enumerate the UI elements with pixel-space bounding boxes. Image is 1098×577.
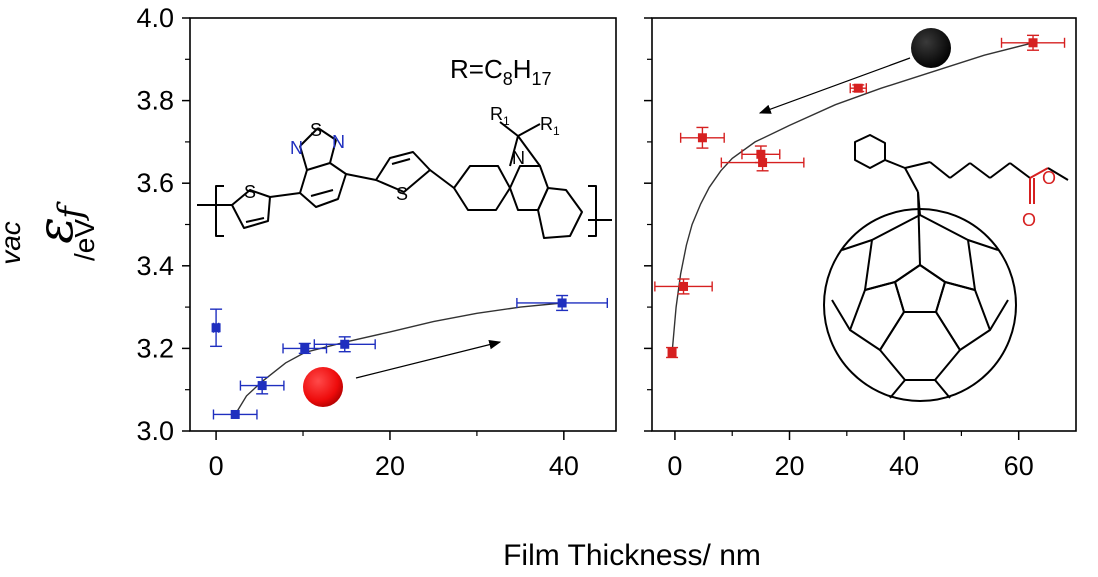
y-tick-label: 3.0 [136,416,174,446]
data-marker [557,298,567,308]
x-tick-label: 20 [774,451,804,481]
y-tick-label: 3.2 [136,333,174,363]
data-point [516,294,609,312]
right-axis-ticks: 0 20 40 60 [644,17,1034,481]
x-tick-label: 40 [549,451,579,481]
data-point [212,409,258,420]
fit-line [234,302,563,415]
x-tick-label: 40 [889,451,919,481]
polymer-atom-labels: S S N N S N R1 R1 [244,104,560,204]
polymer-side-chain-label: R=C8H17 [450,54,552,89]
data-marker [667,348,677,358]
data-point [654,278,713,295]
data-marker [257,381,267,391]
data-point [849,83,867,94]
polymer-structure [197,121,612,239]
data-point [239,376,285,395]
right-plot-frame [651,17,1077,432]
atom-s-1: S [244,182,256,202]
black-sphere-marker [911,28,951,68]
atom-o-2: O [1022,210,1036,230]
x-tick-label: 20 [375,451,405,481]
data-marker [853,83,863,93]
data-point [313,336,376,353]
data-marker [211,323,221,333]
y-tick-label: 3.6 [136,168,174,198]
right-arrow [758,57,911,114]
data-point [720,153,805,172]
data-marker [340,339,350,349]
y-axis-sup: vac [0,221,26,265]
data-point [210,308,223,348]
atom-s-2: S [310,120,322,140]
left-fit-curve [234,302,563,415]
data-marker [679,281,689,291]
y-tick-label: 3.8 [136,86,174,116]
right-data-points [654,34,1066,359]
atom-s-3: S [396,184,408,204]
atom-r1-1: R1 [490,104,510,128]
y-axis-title: εf vac /eV [0,201,100,265]
y-axis-sub: f [51,201,91,222]
x-tick-label: 60 [1004,451,1034,481]
data-marker [300,343,310,353]
y-axis-unit: /eV [69,219,100,261]
pcbm-atom-labels: O O [1022,168,1056,230]
right-fit-curve [671,42,1034,353]
data-marker [697,133,707,143]
x-axis-title: Film Thickness/ nm [503,539,761,572]
y-tick-label: 4.0 [136,3,174,33]
left-data-points [210,294,609,420]
data-marker [230,409,240,419]
x-tick-label: 0 [209,451,224,481]
data-marker [1028,38,1038,48]
data-point [679,126,725,149]
red-sphere-marker [303,367,343,407]
data-point [666,346,679,359]
left-arrow [355,339,502,379]
x-tick-label: 0 [667,451,682,481]
data-point [1000,34,1066,51]
atom-r1-2: R1 [540,114,560,138]
fit-line [671,42,1034,353]
y-axis-symbol: ε [26,217,84,244]
atom-n-3: N [512,148,525,168]
left-axis-ticks: 0 20 40 3.0 3.2 3.4 3.6 3.8 4.0 [136,3,578,481]
atom-o-1: O [1042,168,1056,188]
atom-n-1: N [290,138,303,158]
data-marker [758,158,768,168]
pcbm-structure [823,134,1069,402]
data-point [282,342,328,355]
y-tick-label: 3.4 [136,251,174,281]
atom-n-2: N [332,132,345,152]
